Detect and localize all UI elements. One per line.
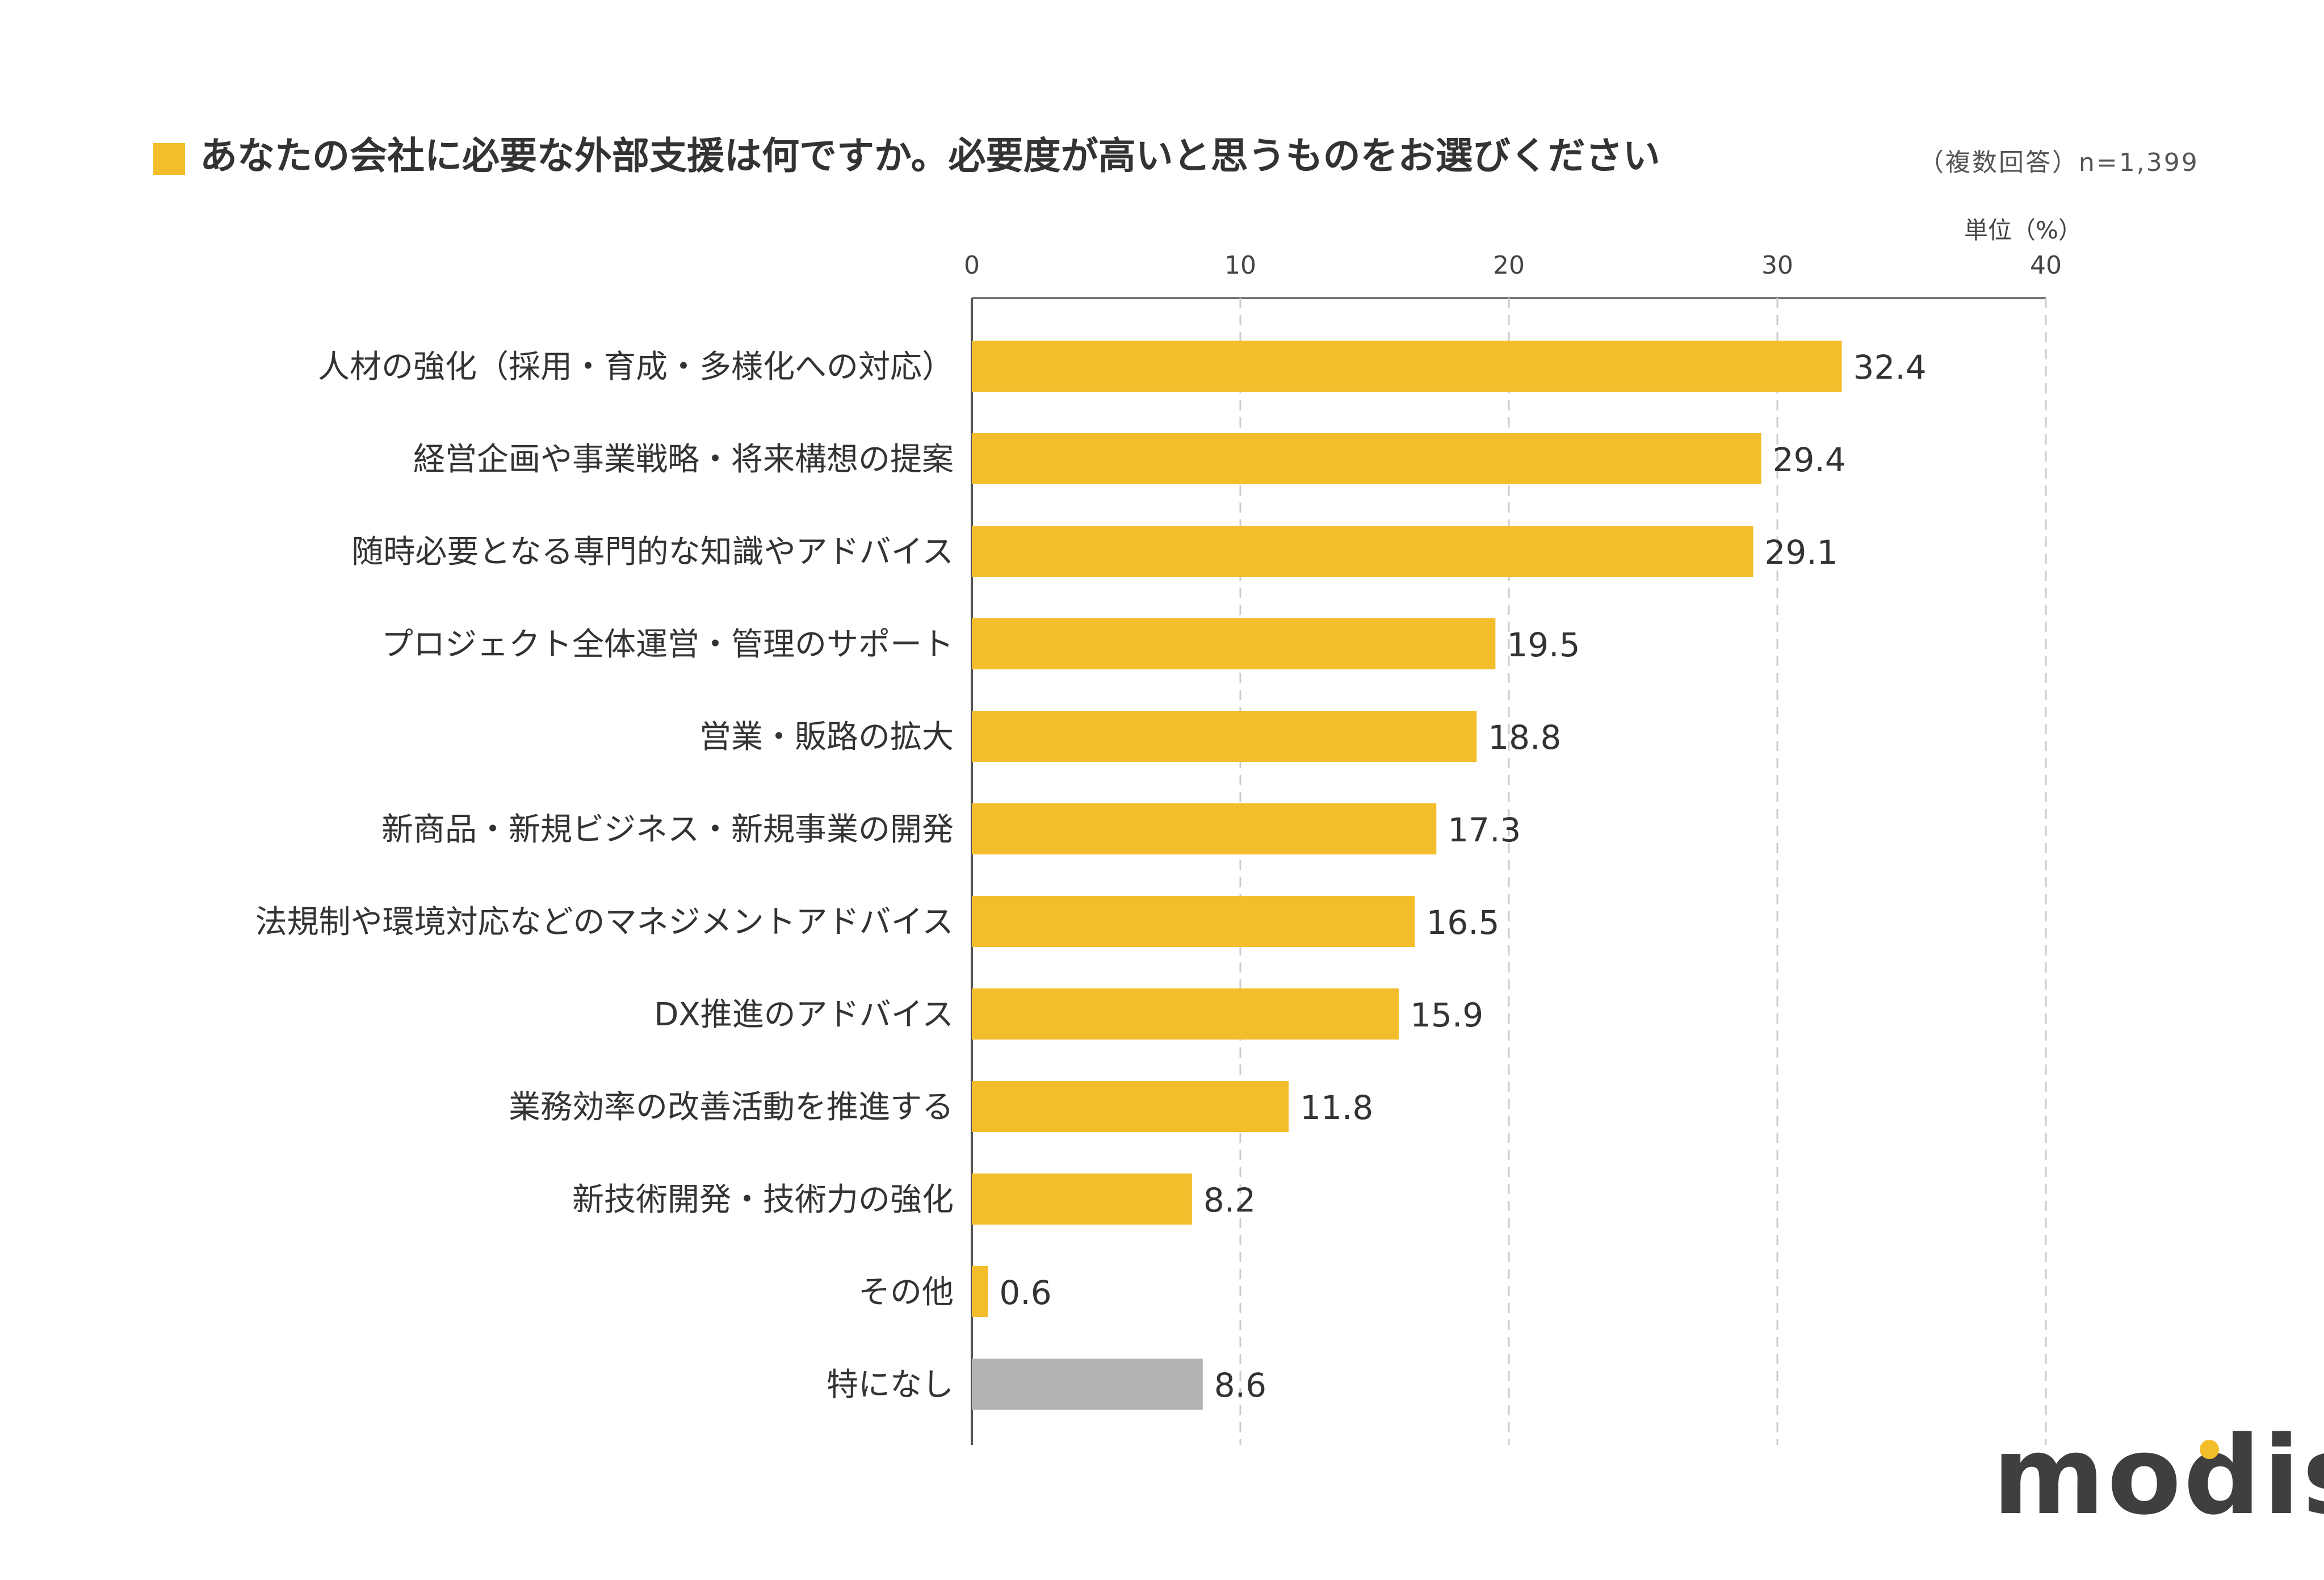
data-label: 11.8 [1300,1088,1373,1127]
category-label: 法規制や環境対応などのマネジメントアドバイス [255,904,954,941]
sample-note: （複数回答）n=1,399 [1919,148,2199,177]
chart-title-row: あなたの会社に必要な外部支援は何ですか。必要度が高いと思うものをお選びください [153,131,2197,182]
unit-label: 単位（%） [1964,216,2082,244]
bar [972,1081,1289,1132]
category-label: 人材の強化（採用・育成・多様化への対応） [318,349,954,385]
data-label: 8.2 [1203,1181,1256,1219]
category-label: 随時必要となる専門的な知識やアドバイス [351,534,954,571]
bar [972,988,1399,1040]
category-label: DX推進のアドバイス [654,996,954,1033]
bar [972,433,1761,484]
bar [972,1174,1192,1225]
category-label: 営業・販路の拡大 [699,719,954,756]
bar [972,618,1496,669]
category-label: 新技術開発・技術力の強化 [572,1181,954,1218]
bar [972,803,1437,854]
data-label: 8.6 [1214,1366,1266,1405]
x-tick-label: 10 [1224,251,1256,280]
bar [972,711,1477,762]
logo-dot-accent [2200,1440,2219,1459]
data-label: 29.4 [1773,441,1846,479]
data-label: 18.8 [1488,718,1561,757]
data-label: 15.9 [1410,996,1483,1034]
data-label: 29.1 [1764,533,1838,572]
bar [972,1359,1203,1410]
title-square-marker [153,143,185,175]
category-label: 業務効率の改善活動を推進する [509,1089,954,1126]
bar [972,1266,988,1317]
bar [972,896,1415,947]
category-label: その他 [858,1274,954,1311]
data-label: 19.5 [1507,626,1580,664]
x-tick-label: 40 [2030,251,2062,280]
modis-logo: modis [1992,1419,2324,1533]
data-label: 0.6 [999,1273,1051,1312]
data-label: 32.4 [1853,348,1927,387]
logo-text: modis [1992,1413,2324,1539]
bar [972,526,1754,577]
data-label: 16.5 [1426,903,1499,942]
category-label: 特になし [827,1367,954,1403]
x-tick-label: 30 [1761,251,1793,280]
category-label: プロジェクト全体運営・管理のサポート [381,626,954,663]
category-label: 経営企画や事業戦略・将来構想の提案 [413,441,954,478]
data-label: 17.3 [1448,811,1521,849]
chart-title: あなたの会社に必要な外部支援は何ですか。必要度が高いと思うものをお選びください [200,134,1660,178]
x-tick-label: 20 [1493,251,1525,280]
x-tick-label: 0 [964,251,980,280]
bar [972,341,1842,392]
category-label: 新商品・新規ビジネス・新規事業の開発 [381,811,954,848]
